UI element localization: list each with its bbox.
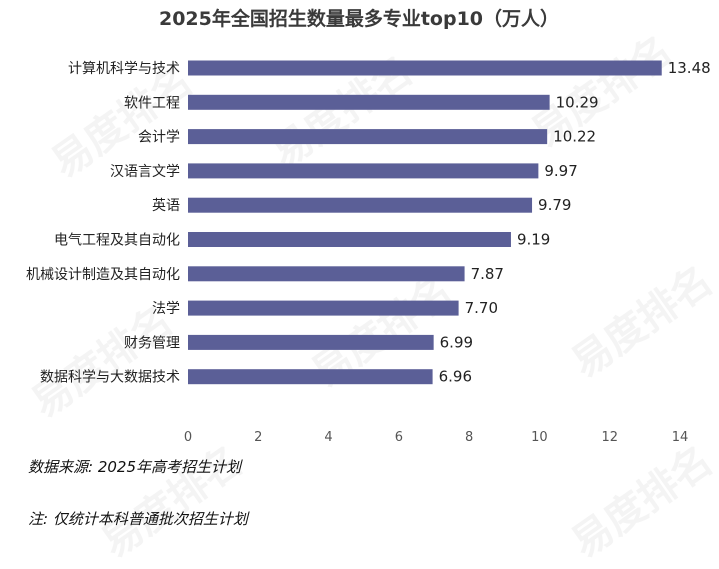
x-tick-label: 6 [395, 430, 403, 445]
x-tick-label: 12 [601, 430, 618, 445]
data-label: 13.48 [668, 59, 711, 77]
data-label: 10.22 [553, 128, 596, 146]
data-label: 9.97 [544, 162, 577, 180]
x-tick-label: 4 [324, 430, 332, 445]
category-label: 机械设计制造及其自动化 [26, 267, 180, 283]
x-tick-label: 8 [465, 430, 473, 445]
bar [188, 369, 433, 385]
bar [188, 266, 465, 282]
data-label: 9.79 [538, 196, 571, 214]
bar [188, 197, 533, 213]
x-tick-label: 0 [184, 430, 192, 445]
category-label: 财务管理 [124, 335, 180, 351]
x-tick-label: 10 [531, 430, 548, 445]
category-label: 电气工程及其自动化 [54, 233, 180, 249]
data-label: 6.99 [440, 333, 473, 351]
bar [188, 300, 459, 316]
category-label: 计算机科学与技术 [68, 61, 180, 77]
data-label: 7.70 [465, 299, 498, 317]
data-label: 9.19 [517, 231, 550, 249]
category-label: 软件工程 [124, 95, 180, 111]
x-tick-label: 2 [254, 430, 262, 445]
source-note: 数据来源: 2025年高考招生计划 [28, 458, 241, 476]
bar [188, 232, 511, 247]
chart-title: 2025年全国招生数量最多专业top10（万人） [159, 7, 559, 30]
data-label: 10.29 [556, 93, 599, 111]
bar [188, 60, 662, 76]
bar [188, 334, 434, 350]
category-label: 会计学 [138, 130, 180, 146]
bar [188, 129, 548, 145]
data-label: 7.87 [471, 265, 504, 283]
bars-layer: 计算机科学与技术 13.48 软件工程 10.29 会计学 10.22 汉语言文学 9.97 英… [26, 59, 711, 386]
bar-chart: 2025年全国招生数量最多专业top10（万人） 计算机科学与技术 13.48 软件… [26, 7, 711, 445]
category-label: 法学 [152, 301, 180, 317]
x-axis: 0 2 4 6 8 10 12 14 [184, 430, 688, 445]
bar [188, 163, 539, 179]
footnote: 注: 仅统计本科普通批次招生计划 [28, 510, 248, 528]
category-label: 数据科学与大数据技术 [40, 370, 180, 386]
category-label: 英语 [152, 197, 180, 214]
x-tick-label: 14 [672, 430, 689, 445]
category-label: 汉语言文学 [110, 164, 180, 180]
bar [188, 94, 550, 110]
data-label: 6.96 [439, 368, 472, 386]
